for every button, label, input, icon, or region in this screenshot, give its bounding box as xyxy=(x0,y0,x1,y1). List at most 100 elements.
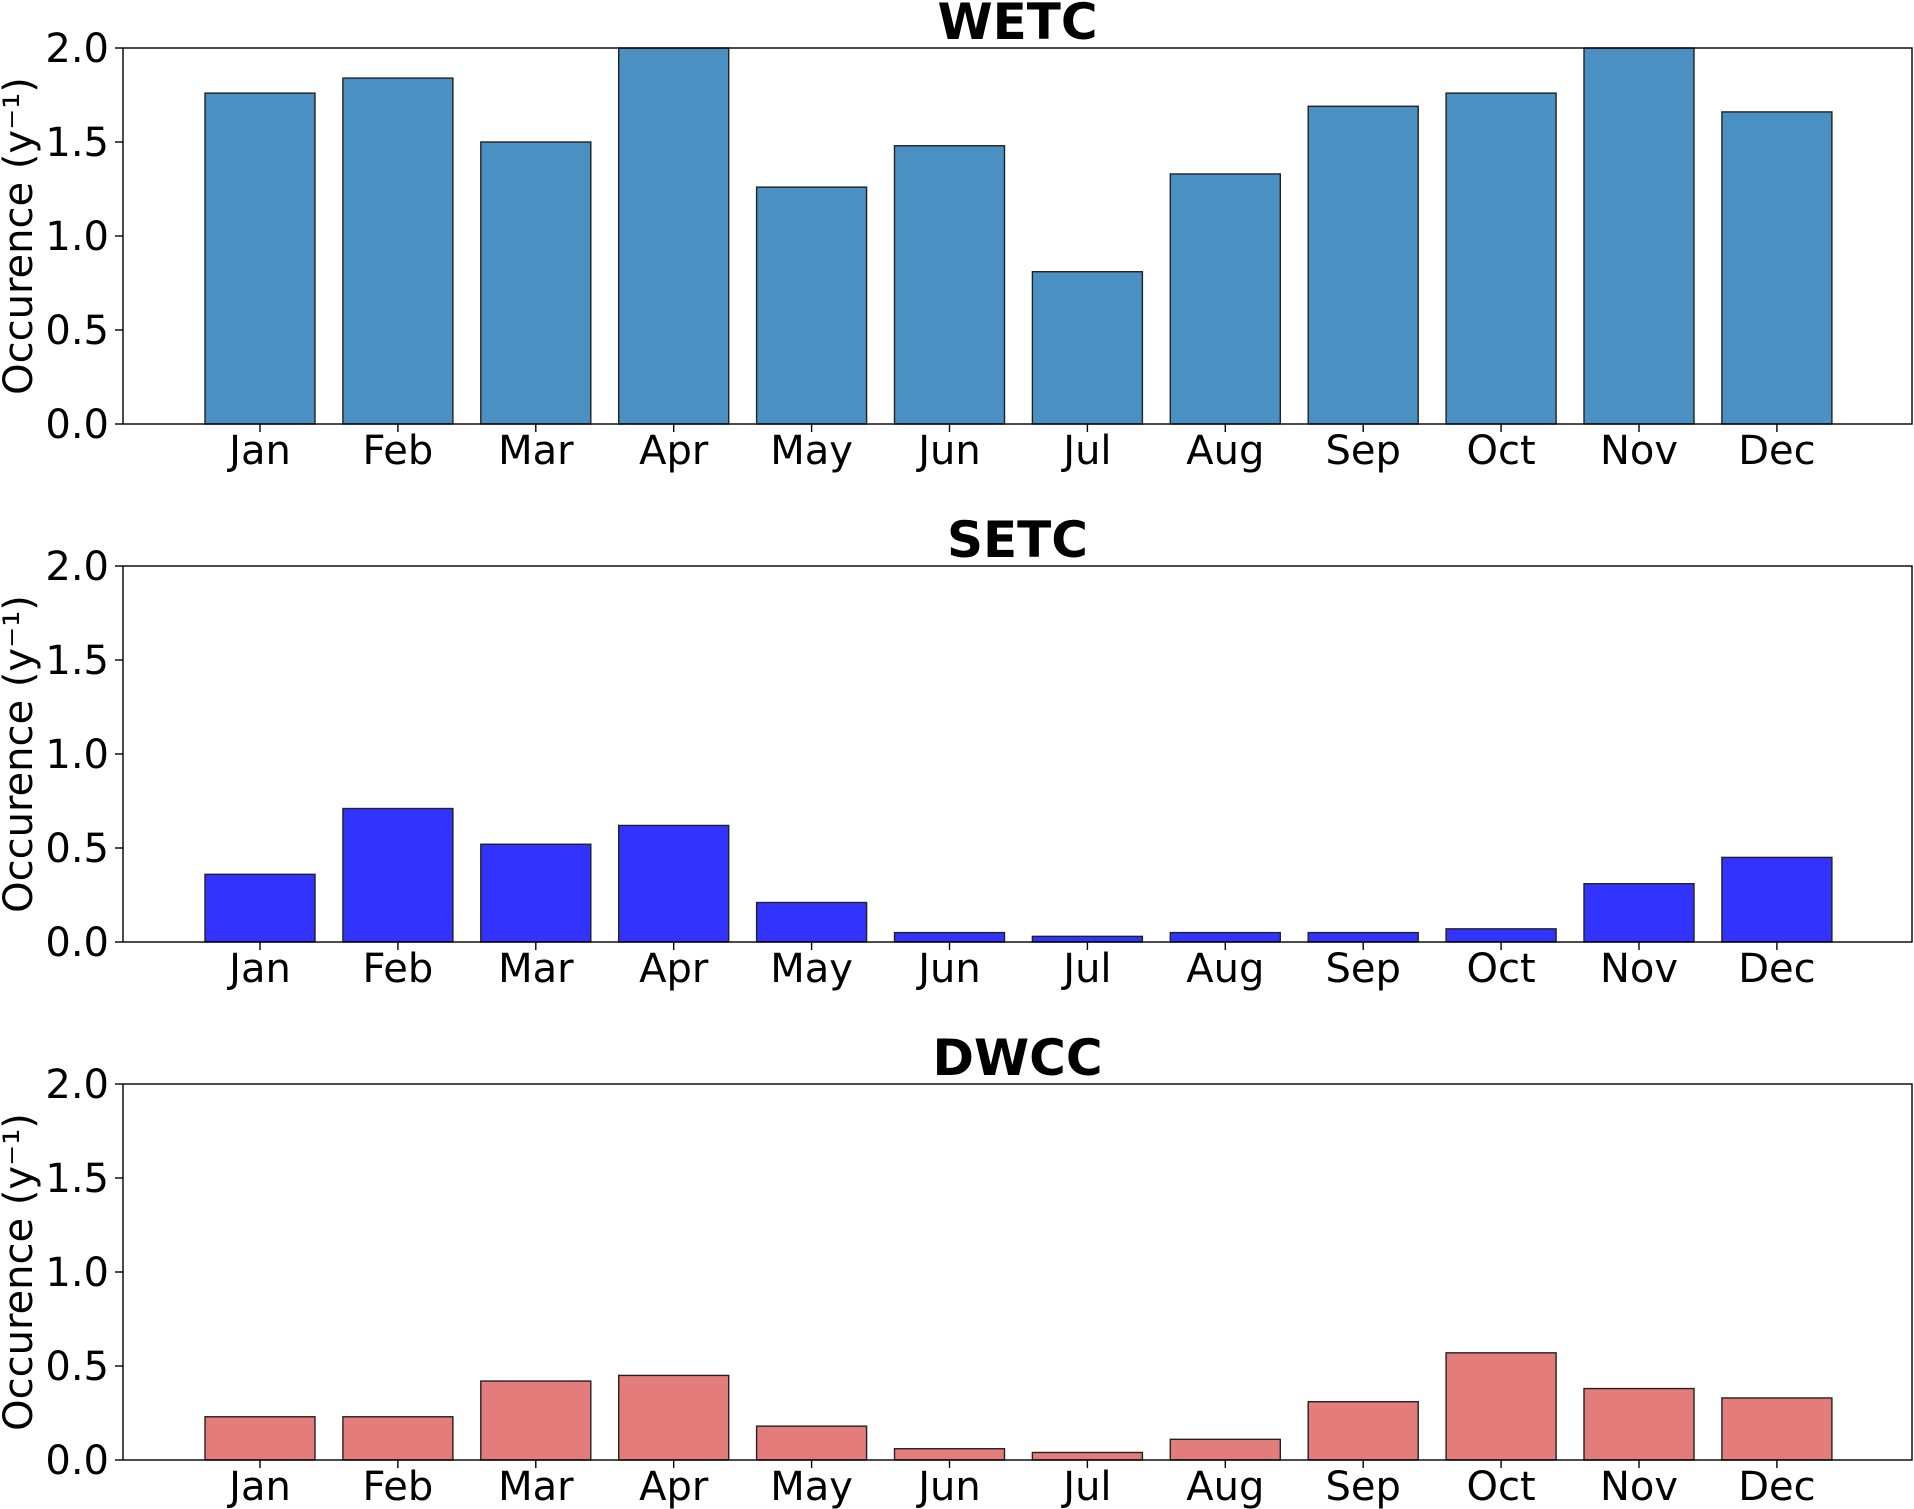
bar-oct xyxy=(1445,1352,1557,1461)
ticks: 0.0 0.5 1.0 1.5 2.0 Jan Feb Mar Apr May Jun Jul Aug S… xyxy=(45,26,1815,474)
x-tick-label: Jul xyxy=(1060,1464,1111,1509)
bar-feb xyxy=(342,1416,454,1461)
x-tick-label: May xyxy=(770,1464,853,1509)
y-tick-label: 1.0 xyxy=(45,214,109,260)
x-tick-label: Aug xyxy=(1186,946,1264,992)
panel-setc: SETC Occurence (y⁻¹) 0.0 0.5 1.0 1.5 2.0 Jan F… xyxy=(0,511,1913,992)
y-axis-label: Occurence (y⁻¹) xyxy=(0,77,42,395)
bar-sep xyxy=(1307,105,1419,425)
bar-nov xyxy=(1583,883,1695,943)
y-axis-label: Occurence (y⁻¹) xyxy=(0,595,42,913)
bar-sep xyxy=(1307,1401,1419,1461)
y-axis-label: Occurence (y⁻¹) xyxy=(0,1113,42,1431)
x-tick-label: Aug xyxy=(1186,1464,1264,1509)
x-tick-label: Sep xyxy=(1326,1464,1401,1509)
x-tick-label: Feb xyxy=(362,946,433,992)
x-tick-label: Dec xyxy=(1738,1464,1815,1509)
panel-title: WETC xyxy=(937,0,1097,51)
axes-frame xyxy=(122,1083,1913,1461)
bar-jun xyxy=(893,931,1006,943)
bars xyxy=(204,1352,1833,1461)
x-tick-label: May xyxy=(770,946,853,992)
y-tick-label: 0.5 xyxy=(45,826,109,872)
y-tick-label: 0.5 xyxy=(45,1344,109,1390)
bar-nov xyxy=(1583,47,1695,425)
bar-jul xyxy=(1031,935,1144,943)
bar-jan xyxy=(204,1416,316,1461)
ticks: 0.0 0.5 1.0 1.5 2.0 Jan Feb Mar Apr May Jun Jul Aug S… xyxy=(45,1062,1815,1509)
x-tick-label: Jan xyxy=(226,1464,291,1509)
x-tick-label: Jun xyxy=(915,1464,981,1509)
x-tick-label: Mar xyxy=(498,428,574,474)
bar-feb xyxy=(342,807,454,943)
x-tick-label: Feb xyxy=(362,1464,433,1509)
x-tick-label: Dec xyxy=(1738,946,1815,992)
x-tick-label: Oct xyxy=(1467,428,1536,474)
bar-feb xyxy=(342,77,454,425)
panel-dwcc: DWCC Occurence (y⁻¹) 0.0 0.5 1.0 1.5 2.0 Jan F… xyxy=(0,1029,1913,1509)
x-tick-label: Mar xyxy=(498,1464,574,1509)
x-tick-label: Apr xyxy=(639,1464,709,1509)
x-tick-label: Oct xyxy=(1467,1464,1536,1509)
bar-jul xyxy=(1031,1451,1144,1461)
bar-jun xyxy=(893,1448,1006,1461)
x-tick-label: Dec xyxy=(1738,428,1815,474)
bar-aug xyxy=(1169,931,1282,943)
y-tick-label: 2.0 xyxy=(45,544,109,590)
axes-frame xyxy=(122,47,1913,425)
bar-nov xyxy=(1583,1387,1695,1461)
axes-frame xyxy=(122,565,1913,943)
y-tick-label: 2.0 xyxy=(45,26,109,72)
x-tick-label: Jun xyxy=(915,946,981,992)
x-tick-label: Mar xyxy=(498,946,574,992)
bar-oct xyxy=(1445,928,1557,943)
x-tick-label: Apr xyxy=(639,428,709,474)
bar-sep xyxy=(1307,931,1419,943)
x-tick-label: Jul xyxy=(1060,946,1111,992)
panel-title: SETC xyxy=(947,511,1088,569)
x-tick-label: May xyxy=(770,428,853,474)
bars xyxy=(204,807,1833,943)
bar-jan xyxy=(204,873,316,943)
x-tick-label: Nov xyxy=(1600,1464,1678,1509)
x-tick-label: Jan xyxy=(226,428,291,474)
bars xyxy=(204,47,1833,425)
y-tick-label: 1.5 xyxy=(45,1156,109,1202)
ticks: 0.0 0.5 1.0 1.5 2.0 Jan Feb Mar Apr May Jun Jul Aug S… xyxy=(45,544,1815,992)
bar-apr xyxy=(618,1374,730,1461)
bar-apr xyxy=(618,47,730,425)
bar-mar xyxy=(480,141,592,425)
x-tick-label: Jun xyxy=(915,428,981,474)
x-tick-label: Oct xyxy=(1467,946,1536,992)
x-tick-label: Feb xyxy=(362,428,433,474)
bar-dec xyxy=(1721,856,1833,943)
bar-dec xyxy=(1721,1397,1833,1461)
x-tick-label: Sep xyxy=(1326,946,1401,992)
y-tick-label: 0.0 xyxy=(45,402,109,448)
y-tick-label: 0.0 xyxy=(45,1438,109,1484)
x-tick-label: Nov xyxy=(1600,946,1678,992)
y-tick-label: 2.0 xyxy=(45,1062,109,1108)
y-tick-label: 0.5 xyxy=(45,308,109,354)
bar-may xyxy=(755,1425,868,1461)
bar-apr xyxy=(618,824,730,943)
bar-may xyxy=(755,901,868,943)
bar-aug xyxy=(1169,173,1282,425)
x-tick-label: Apr xyxy=(639,946,709,992)
y-tick-label: 1.0 xyxy=(45,1250,109,1296)
x-tick-label: Nov xyxy=(1600,428,1678,474)
bar-oct xyxy=(1445,92,1557,425)
bar-jul xyxy=(1031,271,1144,425)
y-tick-label: 1.5 xyxy=(45,638,109,684)
bar-dec xyxy=(1721,111,1833,425)
bar-jan xyxy=(204,92,316,425)
x-tick-label: Sep xyxy=(1326,428,1401,474)
y-tick-label: 0.0 xyxy=(45,920,109,966)
x-tick-label: Aug xyxy=(1186,428,1264,474)
x-tick-label: Jan xyxy=(226,946,291,992)
y-tick-label: 1.0 xyxy=(45,732,109,778)
x-tick-label: Jul xyxy=(1060,428,1111,474)
panel-wetc: WETC Occurence (y⁻¹) 0.0 0.5 1.0 1.5 2.0 Jan F… xyxy=(0,0,1913,474)
bar-jun xyxy=(893,145,1006,425)
